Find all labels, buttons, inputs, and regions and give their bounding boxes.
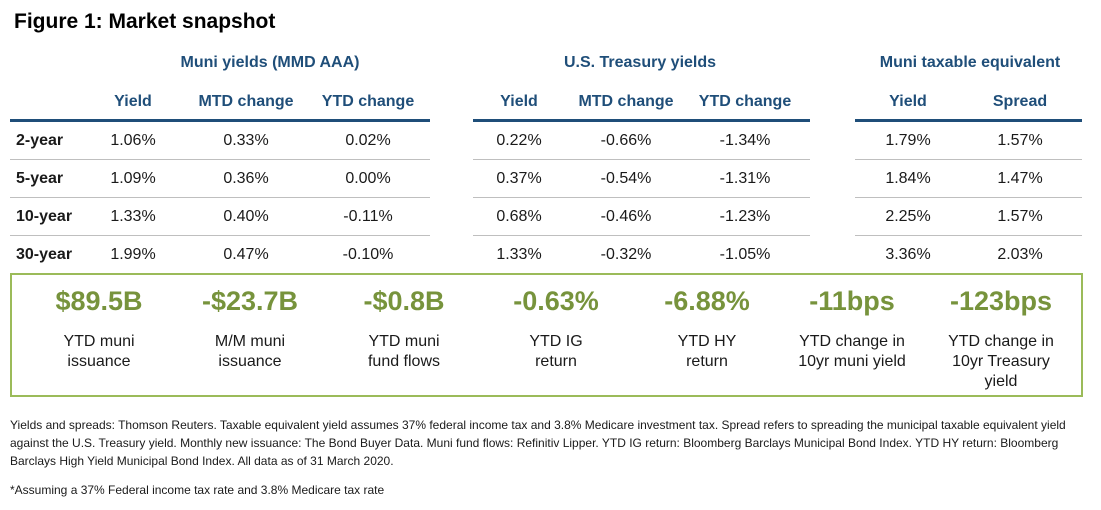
table-cell: 1.84% bbox=[885, 170, 931, 187]
header-rule-muni bbox=[10, 119, 430, 122]
row-label-2-year: 2-year bbox=[16, 132, 64, 149]
col-head-treasury-mtd: MTD change bbox=[578, 93, 674, 110]
stat-value: -6.88% bbox=[664, 286, 750, 316]
row-label-5-year: 5-year bbox=[16, 170, 64, 187]
col-head-muni-ytd: YTD change bbox=[321, 93, 415, 110]
table-cell: 1.09% bbox=[110, 170, 156, 187]
stat-label: YTD muni fund flows bbox=[367, 333, 441, 370]
col-head-treasury-yield: Yield bbox=[500, 93, 538, 110]
table-cell: 2.03% bbox=[997, 246, 1043, 263]
stat-label: YTD IG return bbox=[529, 333, 583, 370]
stat-10yr-muni-yield-change: -11bps YTD change in 10yr muni yield bbox=[777, 275, 927, 372]
col-head-muni-mtd: MTD change bbox=[198, 93, 294, 110]
table-cell: 2.25% bbox=[885, 208, 931, 225]
table-cell: 1.33% bbox=[110, 208, 156, 225]
table-cell: 1.57% bbox=[997, 208, 1043, 225]
table-cell: -0.46% bbox=[600, 208, 652, 225]
row-label-30-year: 30-year bbox=[16, 246, 73, 263]
row-rule bbox=[473, 159, 810, 160]
table-cell: 1.33% bbox=[496, 246, 542, 263]
stat-ytd-muni-fund-flows: -$0.8B YTD muni fund flows bbox=[329, 275, 479, 372]
stat-ytd-muni-issuance: $89.5B YTD muni issuance bbox=[24, 275, 174, 372]
row-rule bbox=[473, 235, 810, 236]
table-cell: -0.66% bbox=[600, 132, 652, 149]
stat-value: -11bps bbox=[809, 286, 895, 316]
stat-ytd-ig-return: -0.63% YTD IG return bbox=[481, 275, 631, 372]
row-rule bbox=[855, 235, 1082, 236]
col-head-treasury-ytd: YTD change bbox=[698, 93, 792, 110]
table-cell: 0.47% bbox=[223, 246, 269, 263]
table-cell: 1.57% bbox=[997, 132, 1043, 149]
col-head-muni-yield: Yield bbox=[114, 93, 152, 110]
row-rule bbox=[855, 159, 1082, 160]
table-cell: 3.36% bbox=[885, 246, 931, 263]
table-cell: -0.11% bbox=[343, 208, 393, 225]
table-cell: 0.00% bbox=[345, 170, 391, 187]
table-cell: -0.10% bbox=[342, 246, 394, 263]
group-heading-taxable-equivalent: Muni taxable equivalent bbox=[879, 54, 1061, 71]
table-cell: 0.40% bbox=[223, 208, 269, 225]
stat-label: YTD HY return bbox=[677, 333, 737, 370]
stat-10yr-treasury-yield-change: -123bps YTD change in 10yr Treasury yield bbox=[926, 275, 1076, 392]
table-cell: 0.33% bbox=[223, 132, 269, 149]
table-cell: -1.23% bbox=[719, 208, 771, 225]
source-footnote: Yields and spreads: Thomson Reuters. Tax… bbox=[10, 418, 1066, 468]
stat-label: YTD muni issuance bbox=[63, 333, 135, 370]
stat-label: YTD change in 10yr muni yield bbox=[798, 333, 906, 370]
stat-ytd-hy-return: -6.88% YTD HY return bbox=[632, 275, 782, 372]
stat-value: -0.63% bbox=[513, 286, 599, 316]
stats-panel: $89.5B YTD muni issuance -$23.7B M/M muni… bbox=[10, 273, 1083, 397]
stat-mm-muni-issuance: -$23.7B M/M muni issuance bbox=[175, 275, 325, 372]
stat-label: M/M muni issuance bbox=[214, 333, 286, 370]
row-label-10-year: 10-year bbox=[16, 208, 73, 225]
col-head-te-spread: Spread bbox=[992, 93, 1048, 110]
group-heading-muni-yields: Muni yields (MMD AAA) bbox=[180, 54, 360, 71]
table-cell: -0.32% bbox=[600, 246, 652, 263]
table-cell: -1.31% bbox=[719, 170, 771, 187]
table-cell: 1.79% bbox=[885, 132, 931, 149]
table-cell: 0.02% bbox=[345, 132, 391, 149]
table-cell: 0.68% bbox=[496, 208, 542, 225]
header-rule-taxable bbox=[855, 119, 1082, 122]
tax-rate-footnote: *Assuming a 37% Federal income tax rate … bbox=[10, 483, 385, 497]
stat-value: -$23.7B bbox=[201, 286, 299, 316]
table-cell: 0.22% bbox=[496, 132, 542, 149]
table-cell: -1.34% bbox=[719, 132, 771, 149]
header-rule-treasury bbox=[473, 119, 810, 122]
stat-value: -$0.8B bbox=[363, 286, 445, 316]
col-head-te-yield: Yield bbox=[889, 93, 927, 110]
row-rule bbox=[10, 235, 430, 236]
table-cell: 0.36% bbox=[223, 170, 269, 187]
row-rule bbox=[10, 197, 430, 198]
row-rule bbox=[855, 197, 1082, 198]
table-cell: -1.05% bbox=[719, 246, 771, 263]
table-cell: -0.54% bbox=[600, 170, 652, 187]
table-cell: 1.99% bbox=[110, 246, 156, 263]
row-rule bbox=[473, 197, 810, 198]
page-title: Figure 1: Market snapshot bbox=[14, 10, 276, 33]
stat-value: -123bps bbox=[949, 286, 1053, 316]
stat-label: YTD change in 10yr Treasury yield bbox=[948, 333, 1054, 390]
stat-value: $89.5B bbox=[55, 286, 143, 316]
table-cell: 1.06% bbox=[110, 132, 156, 149]
group-heading-treasury-yields: U.S. Treasury yields bbox=[563, 54, 717, 71]
table-cell: 1.47% bbox=[997, 170, 1043, 187]
table-cell: 0.37% bbox=[496, 170, 542, 187]
row-rule bbox=[10, 159, 430, 160]
